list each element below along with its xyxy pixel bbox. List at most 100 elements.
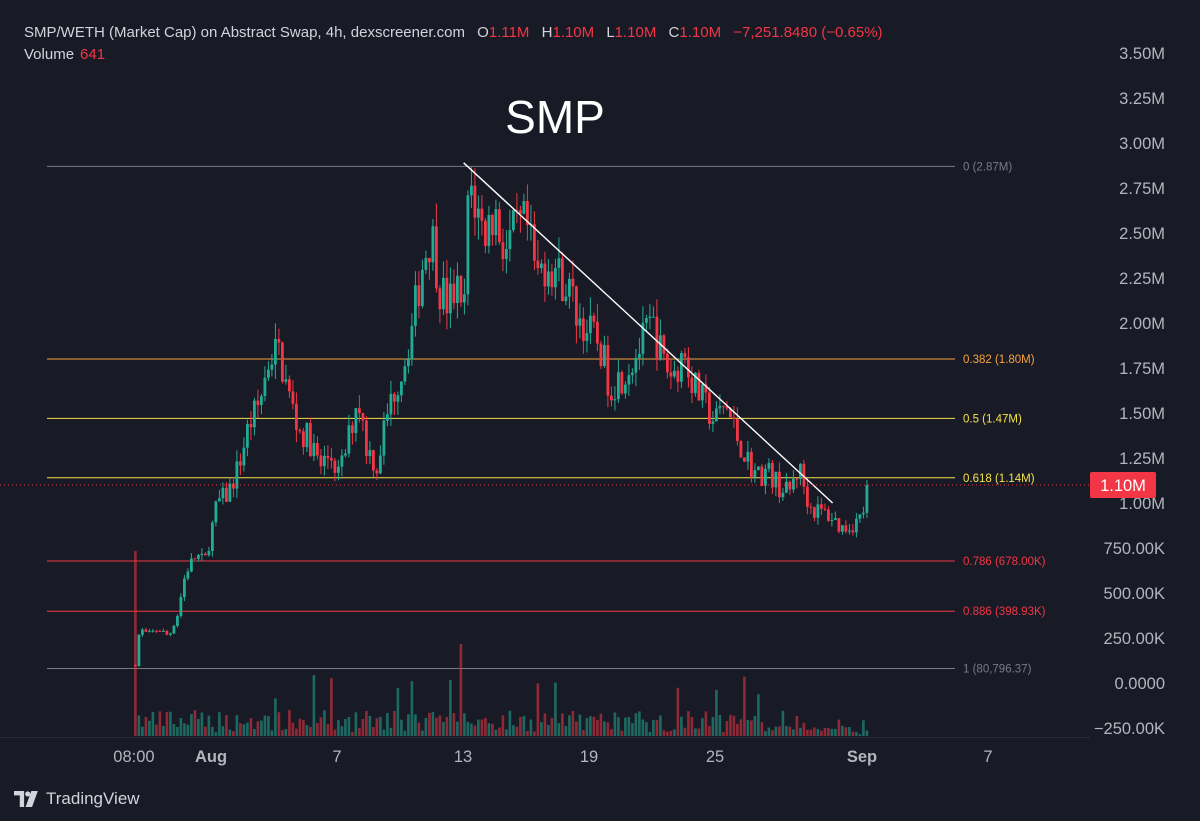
- candle-body[interactable]: [298, 429, 302, 432]
- candle-body[interactable]: [305, 423, 309, 448]
- candle-body[interactable]: [435, 226, 438, 289]
- candle-body[interactable]: [813, 507, 816, 518]
- candle-body[interactable]: [466, 195, 470, 295]
- candle-body[interactable]: [554, 267, 557, 288]
- candle-body[interactable]: [449, 283, 452, 314]
- candle-body[interactable]: [571, 278, 575, 287]
- candle-body[interactable]: [526, 201, 529, 226]
- candle-body[interactable]: [393, 393, 396, 402]
- time-axis[interactable]: 08:00 Aug 7 13 19 25 Sep 7: [113, 748, 992, 766]
- candle-body[interactable]: [512, 210, 515, 231]
- candle-body[interactable]: [795, 478, 799, 480]
- candle-body[interactable]: [438, 288, 442, 310]
- candle-body[interactable]: [851, 530, 855, 533]
- candle-body[interactable]: [253, 400, 256, 428]
- fibonacci-retracement[interactable]: 0 (2.87M) 0.382 (1.80M) 0.5 (1.47M) 0.618 (…: [47, 161, 1046, 675]
- candle-body[interactable]: [221, 487, 225, 499]
- candle-body[interactable]: [760, 466, 764, 486]
- candle-body[interactable]: [361, 413, 365, 421]
- candle-body[interactable]: [403, 366, 407, 382]
- symbol-legend[interactable]: SMP/WETH (Market Cap) on Abstract Swap, …: [24, 24, 883, 41]
- candle-body[interactable]: [337, 466, 340, 473]
- candle-body[interactable]: [365, 420, 368, 457]
- candle-body[interactable]: [753, 470, 757, 478]
- candle-body[interactable]: [375, 470, 379, 474]
- candle-body[interactable]: [302, 431, 305, 448]
- candle-body[interactable]: [204, 553, 207, 556]
- candle-body[interactable]: [270, 364, 274, 370]
- candle-body[interactable]: [778, 471, 781, 498]
- candle-body[interactable]: [613, 399, 617, 401]
- candle-body[interactable]: [431, 226, 435, 263]
- candle-body[interactable]: [414, 285, 417, 326]
- candle-body[interactable]: [491, 214, 494, 236]
- candle-body[interactable]: [855, 518, 858, 533]
- candle-body[interactable]: [498, 209, 501, 243]
- candle-body[interactable]: [235, 461, 239, 489]
- candle-body[interactable]: [809, 506, 813, 508]
- candle-body[interactable]: [172, 625, 176, 634]
- candle-body[interactable]: [603, 344, 606, 367]
- candle-body[interactable]: [389, 393, 393, 415]
- candle-body[interactable]: [284, 379, 288, 382]
- candle-body[interactable]: [806, 486, 809, 507]
- candle-body[interactable]: [242, 447, 246, 466]
- candle-body[interactable]: [624, 384, 627, 394]
- candle-body[interactable]: [190, 558, 193, 572]
- candle-body[interactable]: [351, 425, 354, 433]
- candle-body[interactable]: [176, 615, 179, 626]
- candle-body[interactable]: [704, 384, 708, 393]
- candle-body[interactable]: [732, 417, 736, 420]
- candle-body[interactable]: [533, 224, 536, 261]
- candle-body[interactable]: [256, 400, 260, 405]
- price-axis[interactable]: 3.50M 3.25M 3.00M 2.75M 2.50M 2.25M 2.00M 1.75M…: [1090, 45, 1165, 738]
- candle-body[interactable]: [151, 630, 155, 632]
- candle-body[interactable]: [543, 263, 547, 287]
- candle-body[interactable]: [323, 455, 326, 467]
- candle-body[interactable]: [750, 451, 753, 478]
- candle-body[interactable]: [473, 185, 477, 218]
- candle-body[interactable]: [246, 424, 249, 448]
- candle-body[interactable]: [249, 424, 253, 428]
- candle-body[interactable]: [631, 372, 634, 376]
- candle-body[interactable]: [617, 372, 620, 400]
- trendline[interactable]: [463, 162, 834, 504]
- candle-body[interactable]: [669, 372, 673, 377]
- candle-body[interactable]: [442, 277, 445, 310]
- candle-body[interactable]: [505, 248, 508, 259]
- candle-body[interactable]: [673, 370, 676, 377]
- candle-body[interactable]: [599, 343, 603, 367]
- candle-body[interactable]: [400, 381, 403, 396]
- volume-legend[interactable]: Volume 641: [24, 46, 105, 63]
- candle-body[interactable]: [144, 629, 148, 632]
- candle-body[interactable]: [620, 372, 624, 394]
- candle-body[interactable]: [207, 550, 211, 556]
- candle-body[interactable]: [480, 208, 484, 221]
- candle-body[interactable]: [522, 201, 526, 214]
- candle-body[interactable]: [862, 512, 865, 515]
- candle-body[interactable]: [708, 392, 711, 424]
- candle-body[interactable]: [841, 525, 844, 532]
- candle-body[interactable]: [354, 408, 358, 433]
- candle-body[interactable]: [715, 408, 718, 422]
- candle-body[interactable]: [799, 463, 802, 480]
- candle-body[interactable]: [662, 335, 666, 354]
- candle-body[interactable]: [606, 344, 610, 396]
- candle-body[interactable]: [834, 518, 837, 521]
- candle-body[interactable]: [372, 450, 375, 471]
- candle-body[interactable]: [309, 423, 312, 457]
- candle-body[interactable]: [424, 257, 428, 270]
- candlesticks[interactable]: [134, 167, 869, 667]
- candle-body[interactable]: [193, 558, 197, 560]
- candle-body[interactable]: [218, 498, 221, 502]
- candle-body[interactable]: [452, 283, 456, 304]
- candle-body[interactable]: [274, 338, 277, 365]
- candle-body[interactable]: [830, 520, 834, 522]
- candle-body[interactable]: [816, 504, 820, 518]
- candle-body[interactable]: [197, 554, 200, 559]
- candle-body[interactable]: [281, 342, 284, 382]
- candle-body[interactable]: [638, 353, 641, 358]
- candle-body[interactable]: [687, 357, 690, 378]
- candle-body[interactable]: [463, 294, 466, 303]
- candle-body[interactable]: [239, 461, 242, 466]
